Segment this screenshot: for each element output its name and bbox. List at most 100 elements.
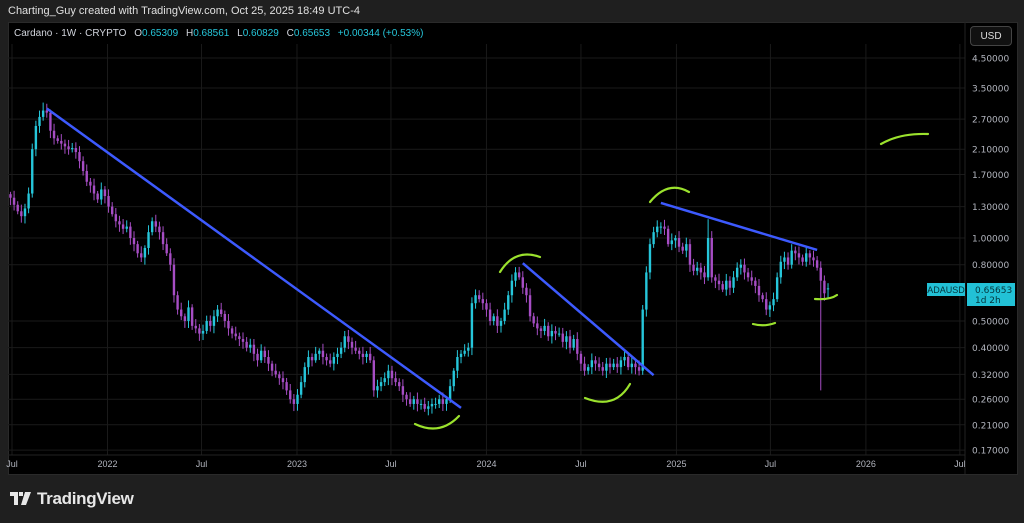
candle [89, 177, 92, 193]
candle [608, 357, 612, 374]
candle [775, 272, 779, 302]
candle-body [666, 228, 670, 245]
time-tick-label: Jul [196, 459, 208, 469]
candle [310, 353, 314, 367]
candle [547, 322, 550, 341]
candle [496, 309, 499, 333]
candle-body [169, 253, 172, 265]
candle-body [183, 316, 187, 321]
candle [579, 350, 583, 371]
candle-body [172, 264, 176, 296]
candle-body [412, 399, 415, 404]
candle [601, 361, 604, 376]
price-tick-label: 0.80000 [972, 261, 1009, 271]
candle [100, 182, 103, 205]
candle-body [67, 146, 70, 150]
candle [187, 300, 190, 328]
candle-body [583, 363, 586, 371]
candle-body [448, 386, 452, 400]
candle [238, 332, 241, 347]
candle [783, 251, 786, 270]
candle-body [230, 328, 234, 334]
candle [321, 343, 325, 365]
candle-body [336, 353, 339, 358]
close-label: C [286, 28, 294, 39]
change-value: +0.00344 (+0.53%) [337, 28, 424, 39]
candle-body [725, 280, 728, 290]
candle-body [299, 382, 303, 395]
candle [394, 371, 397, 387]
candle-body [114, 214, 118, 222]
candle [794, 246, 797, 261]
candle [245, 337, 248, 352]
candle-body [89, 181, 92, 186]
candle [343, 330, 346, 353]
candle-body [31, 149, 34, 194]
time-tick-label: 2025 [666, 459, 686, 469]
candle [746, 267, 750, 282]
candle-body [626, 357, 630, 368]
candle-body [423, 403, 426, 409]
candle [732, 271, 735, 293]
candle-body [71, 148, 74, 150]
candle [219, 302, 223, 317]
candle [434, 397, 437, 409]
candle [74, 142, 78, 159]
price-tick-label: 4.50000 [972, 54, 1009, 64]
candle [259, 344, 263, 363]
candle [488, 302, 492, 326]
candle-body [659, 226, 663, 228]
candle [641, 305, 644, 375]
candle [681, 242, 684, 254]
candle [470, 297, 474, 356]
candle [60, 134, 63, 150]
candle-body [823, 280, 826, 294]
candle-body [187, 307, 190, 321]
candle-body [492, 316, 495, 321]
time-tick-label: Jul [575, 459, 587, 469]
candle [790, 244, 793, 269]
time-tick-label: 2024 [476, 459, 496, 469]
candle-body [285, 382, 288, 391]
candle [408, 392, 412, 407]
candle-body [463, 350, 466, 354]
trendline[interactable] [660, 201, 818, 252]
candle-body [383, 378, 386, 383]
candle [358, 347, 361, 360]
candle [568, 329, 572, 354]
candle [45, 103, 48, 118]
candle [427, 400, 430, 416]
price-tick-label: 0.32000 [972, 371, 1009, 381]
candle-body [721, 284, 724, 290]
candle-body [528, 295, 532, 317]
trendline[interactable] [46, 107, 462, 409]
candle [539, 325, 543, 339]
candle-body [452, 370, 455, 387]
candle-body [416, 399, 419, 404]
symbol-info[interactable]: Cardano · 1W · CRYPTO [14, 28, 127, 39]
candle-body [459, 353, 463, 358]
candle [557, 327, 561, 337]
candle-body [568, 336, 572, 348]
close-value: 0.65653 [293, 28, 331, 39]
tradingview-logo[interactable]: TradingView [10, 489, 134, 509]
trendline[interactable] [521, 262, 655, 377]
candle-body [9, 194, 12, 198]
candle [714, 274, 717, 289]
candle-body [772, 299, 775, 306]
candle-body [717, 280, 721, 285]
candle [467, 342, 470, 357]
candle-body [797, 253, 801, 258]
candle-body [775, 277, 779, 300]
candle-body [619, 360, 623, 368]
candle-body [467, 347, 470, 351]
candle [270, 360, 274, 377]
candle [398, 378, 401, 392]
low-value: 0.60829 [242, 28, 279, 39]
candle [685, 237, 688, 258]
candle [786, 252, 790, 270]
candle-body [339, 347, 343, 354]
candle [645, 266, 648, 317]
currency-button[interactable]: USD [970, 26, 1012, 46]
